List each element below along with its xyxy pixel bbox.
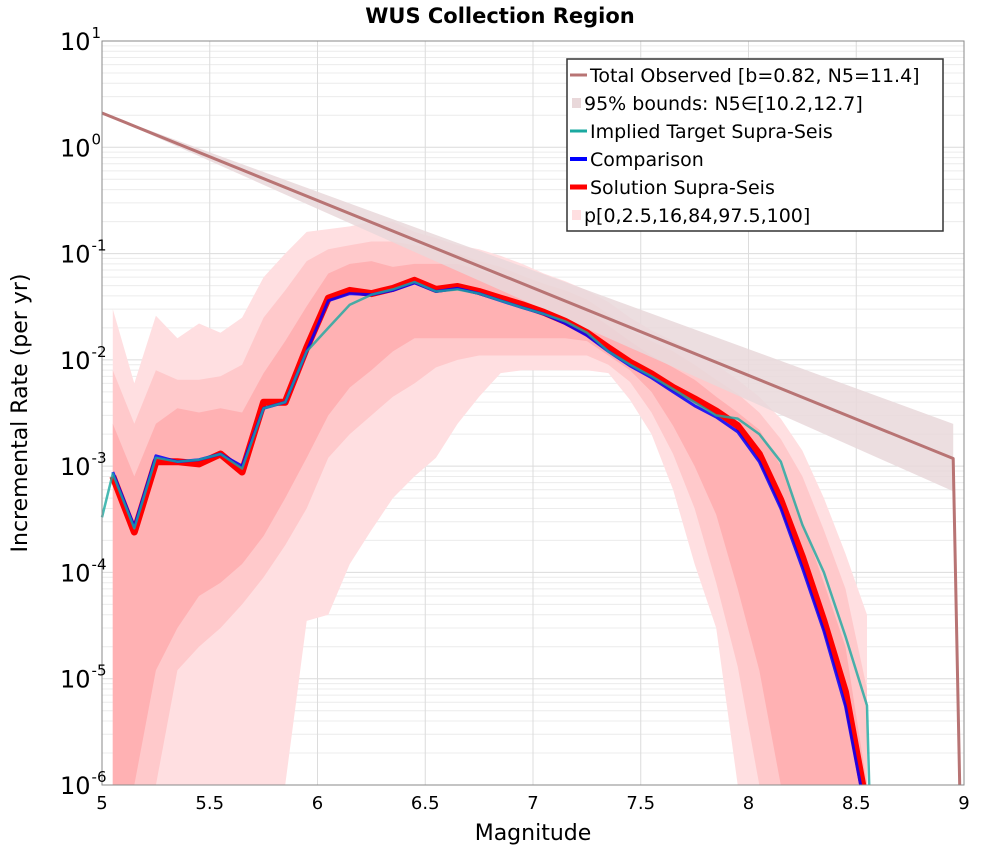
series-total-observed [101, 111, 962, 786]
legend-item: Total Observed [b=0.82, N5=11.4] [570, 65, 920, 87]
y-tick-exponent: -1 [92, 237, 107, 255]
legend-label: Implied Target Supra-Seis [590, 121, 833, 143]
x-axis-ticks: 5 5.5 6 6.5 7 7.5 8 8.5 9 [96, 793, 969, 814]
x-tick-label: 9 [958, 793, 969, 814]
y-tick-base: 10 [60, 453, 91, 481]
y-tick-label: 10 -1 [60, 237, 107, 269]
y-tick-label: 10 -5 [60, 662, 107, 694]
y-tick-base: 10 [60, 241, 91, 269]
legend-item: 95% bounds: N5∈[10.2,12.7] [572, 93, 863, 115]
x-tick-label: 6 [312, 793, 323, 814]
legend-swatch [572, 210, 581, 220]
legend-item: p[0,2.5,16,84,97.5,100] [572, 205, 810, 227]
x-tick-label: 7 [527, 793, 538, 814]
y-tick-exponent: -6 [92, 768, 107, 786]
x-tick-label: 5 [96, 793, 107, 814]
y-tick-label: 10 -2 [60, 343, 107, 375]
legend-item: Solution Supra-Seis [570, 177, 775, 199]
series-solution-supra-seis [109, 276, 867, 786]
x-tick-label: 8.5 [842, 793, 871, 814]
bounds-95-band [102, 113, 954, 492]
legend-label: Solution Supra-Seis [590, 177, 775, 199]
legend-box [566, 58, 944, 232]
y-tick-base: 10 [60, 666, 91, 694]
legend-label: Comparison [590, 149, 704, 171]
y-tick-label: 10 -4 [60, 555, 107, 587]
y-tick-label: 10 0 [60, 130, 101, 162]
y-tick-label: 10 -3 [60, 449, 107, 481]
y-axis-label: Incremental Rate (per yr) [8, 274, 33, 553]
plot-frame [101, 40, 965, 786]
legend-swatch [572, 98, 581, 108]
x-tick-label: 6.5 [411, 793, 440, 814]
plot-area [100, 111, 962, 786]
y-tick-exponent: 1 [92, 24, 102, 42]
chart-title: WUS Collection Region [365, 4, 635, 28]
y-tick-exponent: -3 [92, 449, 107, 467]
x-tick-label: 5.5 [195, 793, 224, 814]
legend: Total Observed [b=0.82, N5=11.4] 95% boun… [566, 58, 944, 232]
y-tick-exponent: -2 [92, 343, 107, 361]
x-axis-label: Magnitude [475, 821, 592, 846]
y-tick-exponent: 0 [92, 130, 102, 148]
y-tick-base: 10 [60, 28, 91, 56]
legend-label: 95% bounds: N5∈[10.2,12.7] [584, 93, 863, 115]
legend-label: Total Observed [b=0.82, N5=11.4] [589, 65, 920, 87]
series-implied-target [100, 280, 871, 786]
x-tick-label: 8 [743, 793, 754, 814]
y-tick-exponent: -4 [92, 555, 107, 573]
legend-label: p[0,2.5,16,84,97.5,100] [584, 205, 810, 227]
y-tick-base: 10 [60, 347, 91, 375]
y-tick-label: 10 1 [60, 24, 101, 56]
y-tick-exponent: -5 [92, 662, 107, 680]
y-tick-base: 10 [60, 559, 91, 587]
x-tick-label: 7.5 [626, 793, 655, 814]
legend-item: Comparison [570, 149, 704, 171]
y-tick-base: 10 [60, 134, 91, 162]
y-tick-base: 10 [60, 772, 91, 800]
y-tick-label: 10 -6 [60, 768, 107, 800]
legend-item: Implied Target Supra-Seis [570, 121, 833, 143]
